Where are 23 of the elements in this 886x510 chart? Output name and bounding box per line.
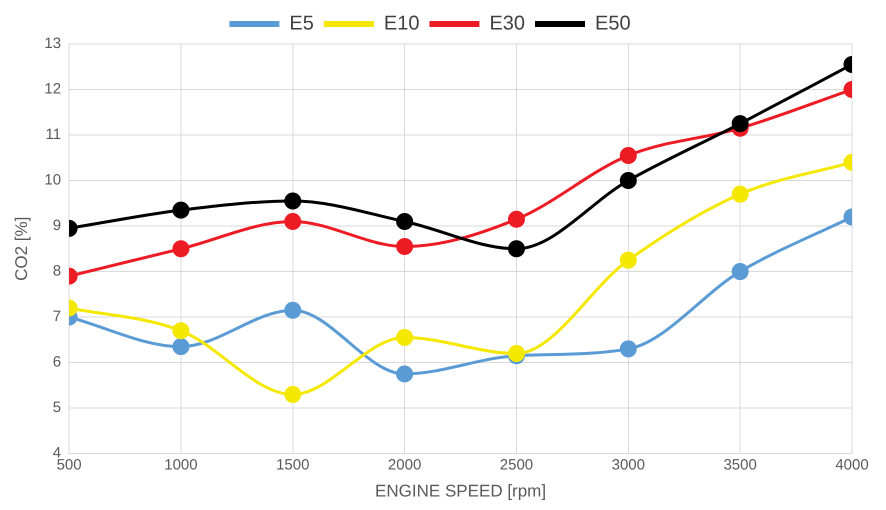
x-tick-label: 1000 [164,456,198,474]
y-axis-title: CO2 [%] [12,216,31,281]
y-tick-label: 10 [44,172,62,189]
y-tick-label: 8 [52,262,62,280]
x-tick-label: 2000 [388,456,422,474]
y-tick-label: 12 [44,80,62,98]
y-tick-label: 9 [52,217,62,234]
x-tick-label: 500 [56,456,82,474]
x-axis-title: ENGINE SPEED [rpm] [375,481,546,500]
y-tick-label: 7 [52,308,62,326]
x-tick-label: 3000 [612,456,645,474]
legend-label: E5 [289,12,314,35]
legend-label: E50 [595,12,631,35]
y-tick-label: 13 [44,35,62,52]
y-tick-label: 5 [52,399,62,416]
legend-label: E30 [489,12,526,35]
y-tick-label: 11 [46,126,62,144]
y-tick-label: 6 [52,354,62,371]
x-tick-label: 4000 [835,456,869,474]
x-tick-label: 3500 [723,456,757,474]
legend-label: E10 [384,12,420,35]
x-tick-label: 2500 [500,456,534,474]
x-tick-label: 1500 [276,456,310,474]
